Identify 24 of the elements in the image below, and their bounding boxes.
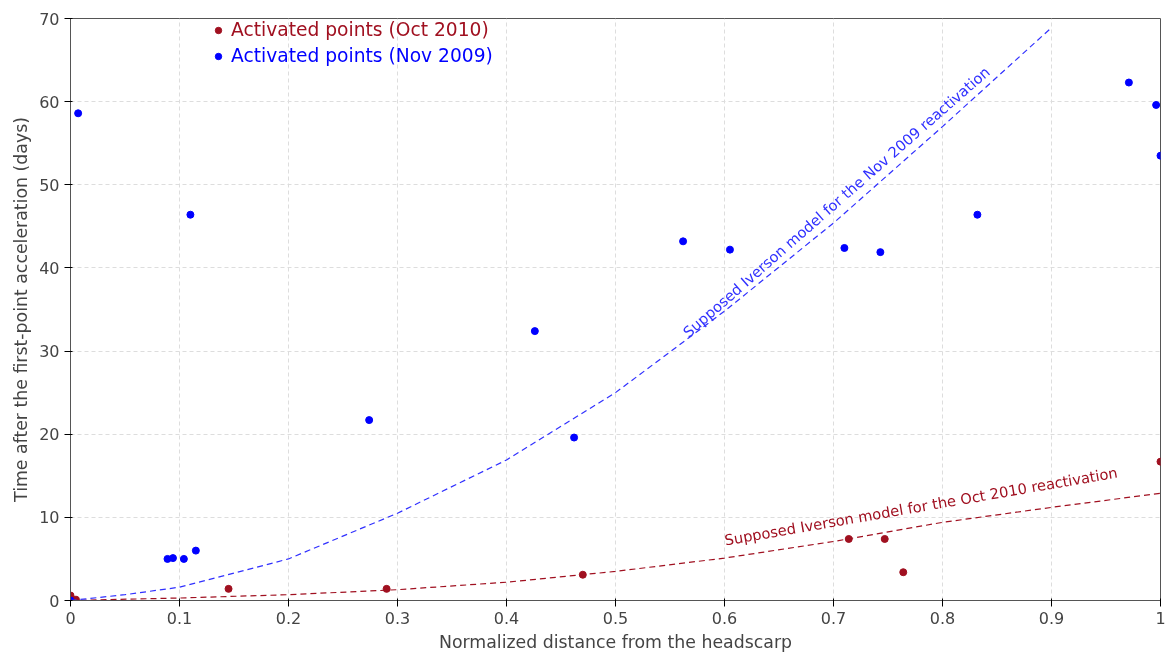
x-tick-label: 0.1 [166, 608, 193, 628]
x-tick-label: 0 [65, 608, 76, 628]
y-tick-label: 30 [39, 342, 60, 362]
x-tick-label: 1 [1155, 608, 1166, 628]
annotation: Supposed Iverson model for the Oct 2010 reactivation [723, 463, 1119, 549]
x-tick-label: 0.7 [820, 608, 847, 628]
y-tick-label: 70 [39, 9, 60, 29]
x-axis-title: Normalized distance from the headscarp [438, 631, 793, 652]
y-tick-label: 20 [39, 425, 60, 445]
y-tick-label: 40 [39, 258, 60, 278]
x-tick-label: 0.2 [275, 608, 302, 628]
x-tick-label: 0.4 [493, 608, 520, 628]
legend-label: Activated points (Oct 2010) [231, 19, 489, 40]
x-tick-label: 0.3 [384, 608, 411, 628]
x-tick-label: 0.8 [929, 608, 956, 628]
y-tick-label: 0 [49, 591, 60, 611]
y-tick-label: 60 [39, 92, 60, 112]
y-tick-label: 10 [39, 508, 60, 528]
y-tick-label: 50 [39, 175, 60, 195]
x-tick-label: 0.9 [1038, 608, 1065, 628]
x-tick-label: 0.5 [602, 608, 629, 628]
y-axis-title: Time after the first-point acceleration (days) [11, 117, 32, 503]
legend-label: Activated points (Nov 2009) [231, 45, 493, 66]
x-tick-label: 0.6 [711, 608, 738, 628]
